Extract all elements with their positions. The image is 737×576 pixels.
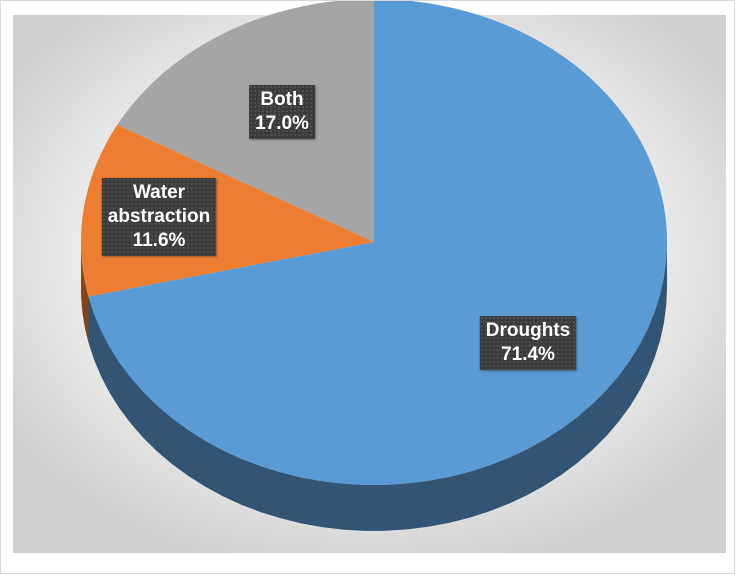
data-label-line: Both xyxy=(260,89,304,110)
data-label-line: 11.6% xyxy=(132,230,186,251)
pie-side-droughts xyxy=(88,242,667,531)
pie-slice-both xyxy=(117,1,374,242)
data-label-both: Both 17.0% xyxy=(249,85,315,139)
data-label-water-abstraction: Water abstraction 11.6% xyxy=(101,178,217,256)
data-label-droughts: Droughts 71.4% xyxy=(479,316,577,370)
pie-side-water-abstraction xyxy=(81,242,89,343)
data-label-line: abstraction xyxy=(107,206,211,227)
data-label-line: 71.4% xyxy=(501,344,555,365)
data-label-line: 17.0% xyxy=(255,113,309,134)
data-label-line: Droughts xyxy=(485,320,571,341)
data-label-line: Water xyxy=(132,182,186,203)
